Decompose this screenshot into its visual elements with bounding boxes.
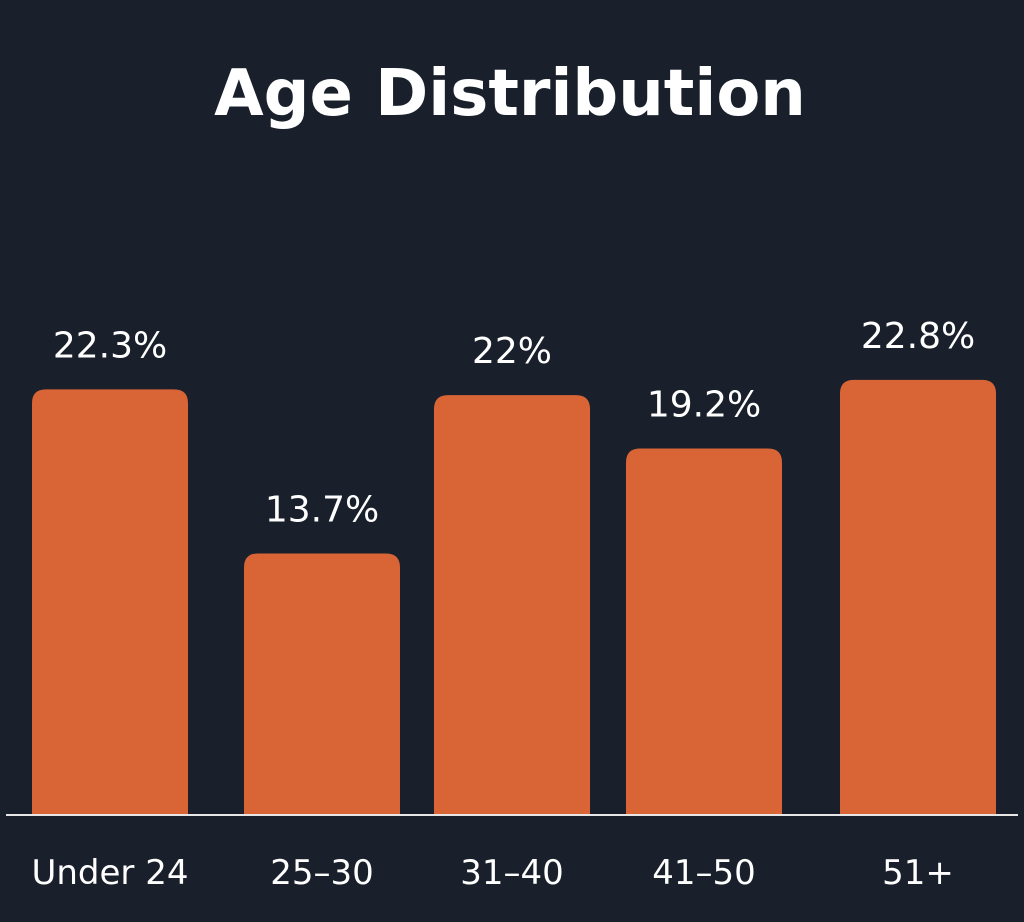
bar-value-label: 19.2% bbox=[647, 385, 761, 426]
x-tick-label: 31–40 bbox=[460, 853, 564, 893]
bar-1 bbox=[244, 553, 400, 815]
bars-group: 22.3% 13.7% 22% 19.2% 22.8% bbox=[32, 316, 996, 815]
x-tick-label: 25–30 bbox=[270, 853, 374, 893]
x-tick-label: Under 24 bbox=[32, 853, 189, 893]
bar-value-label: 22% bbox=[472, 331, 552, 372]
bar-4 bbox=[840, 379, 996, 815]
bar-value-label: 13.7% bbox=[265, 490, 379, 531]
chart-title: Age Distribution bbox=[214, 57, 806, 131]
x-tick-label: 51+ bbox=[882, 853, 954, 893]
bar-0 bbox=[32, 389, 188, 815]
x-tick-labels: Under 24 25–30 31–40 41–50 51+ bbox=[32, 853, 954, 893]
bar-2 bbox=[434, 395, 590, 815]
bar-3 bbox=[626, 448, 782, 815]
x-tick-label: 41–50 bbox=[652, 853, 756, 893]
bar-value-label: 22.3% bbox=[53, 325, 167, 366]
bar-value-label: 22.8% bbox=[861, 316, 975, 357]
